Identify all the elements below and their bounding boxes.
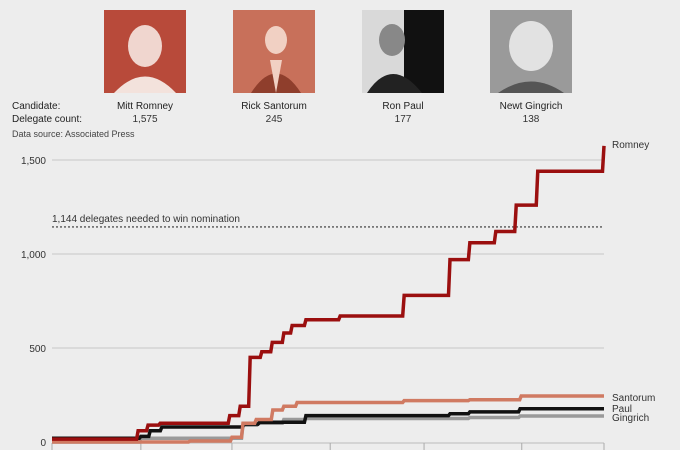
series-label-santorum: Santorum bbox=[612, 393, 655, 404]
series-line-santorum bbox=[52, 394, 604, 444]
y-tick-label: 0 bbox=[40, 438, 46, 449]
delegate-count: 245 bbox=[265, 114, 283, 125]
y-tick-label: 1,000 bbox=[21, 250, 46, 261]
y-tick-label: 1,500 bbox=[21, 156, 46, 167]
series-label-paul: Paul bbox=[612, 404, 632, 415]
candidate-name: Rick Santorum bbox=[241, 101, 307, 112]
delegate-row-label: Delegate count: bbox=[12, 114, 83, 125]
candidate-name: Ron Paul bbox=[382, 101, 424, 112]
series-label-gingrich: Gingrich bbox=[612, 413, 649, 424]
candidate-name: Newt Gingrich bbox=[499, 101, 563, 112]
y-tick-label: 500 bbox=[29, 344, 46, 355]
delegate-count: 1,575 bbox=[132, 114, 158, 125]
candidate-name: Mitt Romney bbox=[116, 101, 174, 112]
series-line-paul bbox=[52, 406, 604, 440]
series-line-romney bbox=[52, 145, 606, 441]
photo-paul bbox=[362, 10, 444, 93]
data-source: Data source: Associated Press bbox=[12, 129, 135, 139]
delegate-count: 177 bbox=[394, 114, 412, 125]
delegate-count: 138 bbox=[522, 114, 540, 125]
threshold-label: 1,144 delegates needed to win nomination bbox=[52, 214, 240, 225]
series-label-romney: Romney bbox=[612, 140, 649, 151]
photo-romney bbox=[104, 10, 186, 93]
photo-gingrich bbox=[490, 10, 572, 93]
candidate-row-label: Candidate: bbox=[12, 101, 61, 112]
photo-santorum bbox=[233, 10, 315, 93]
